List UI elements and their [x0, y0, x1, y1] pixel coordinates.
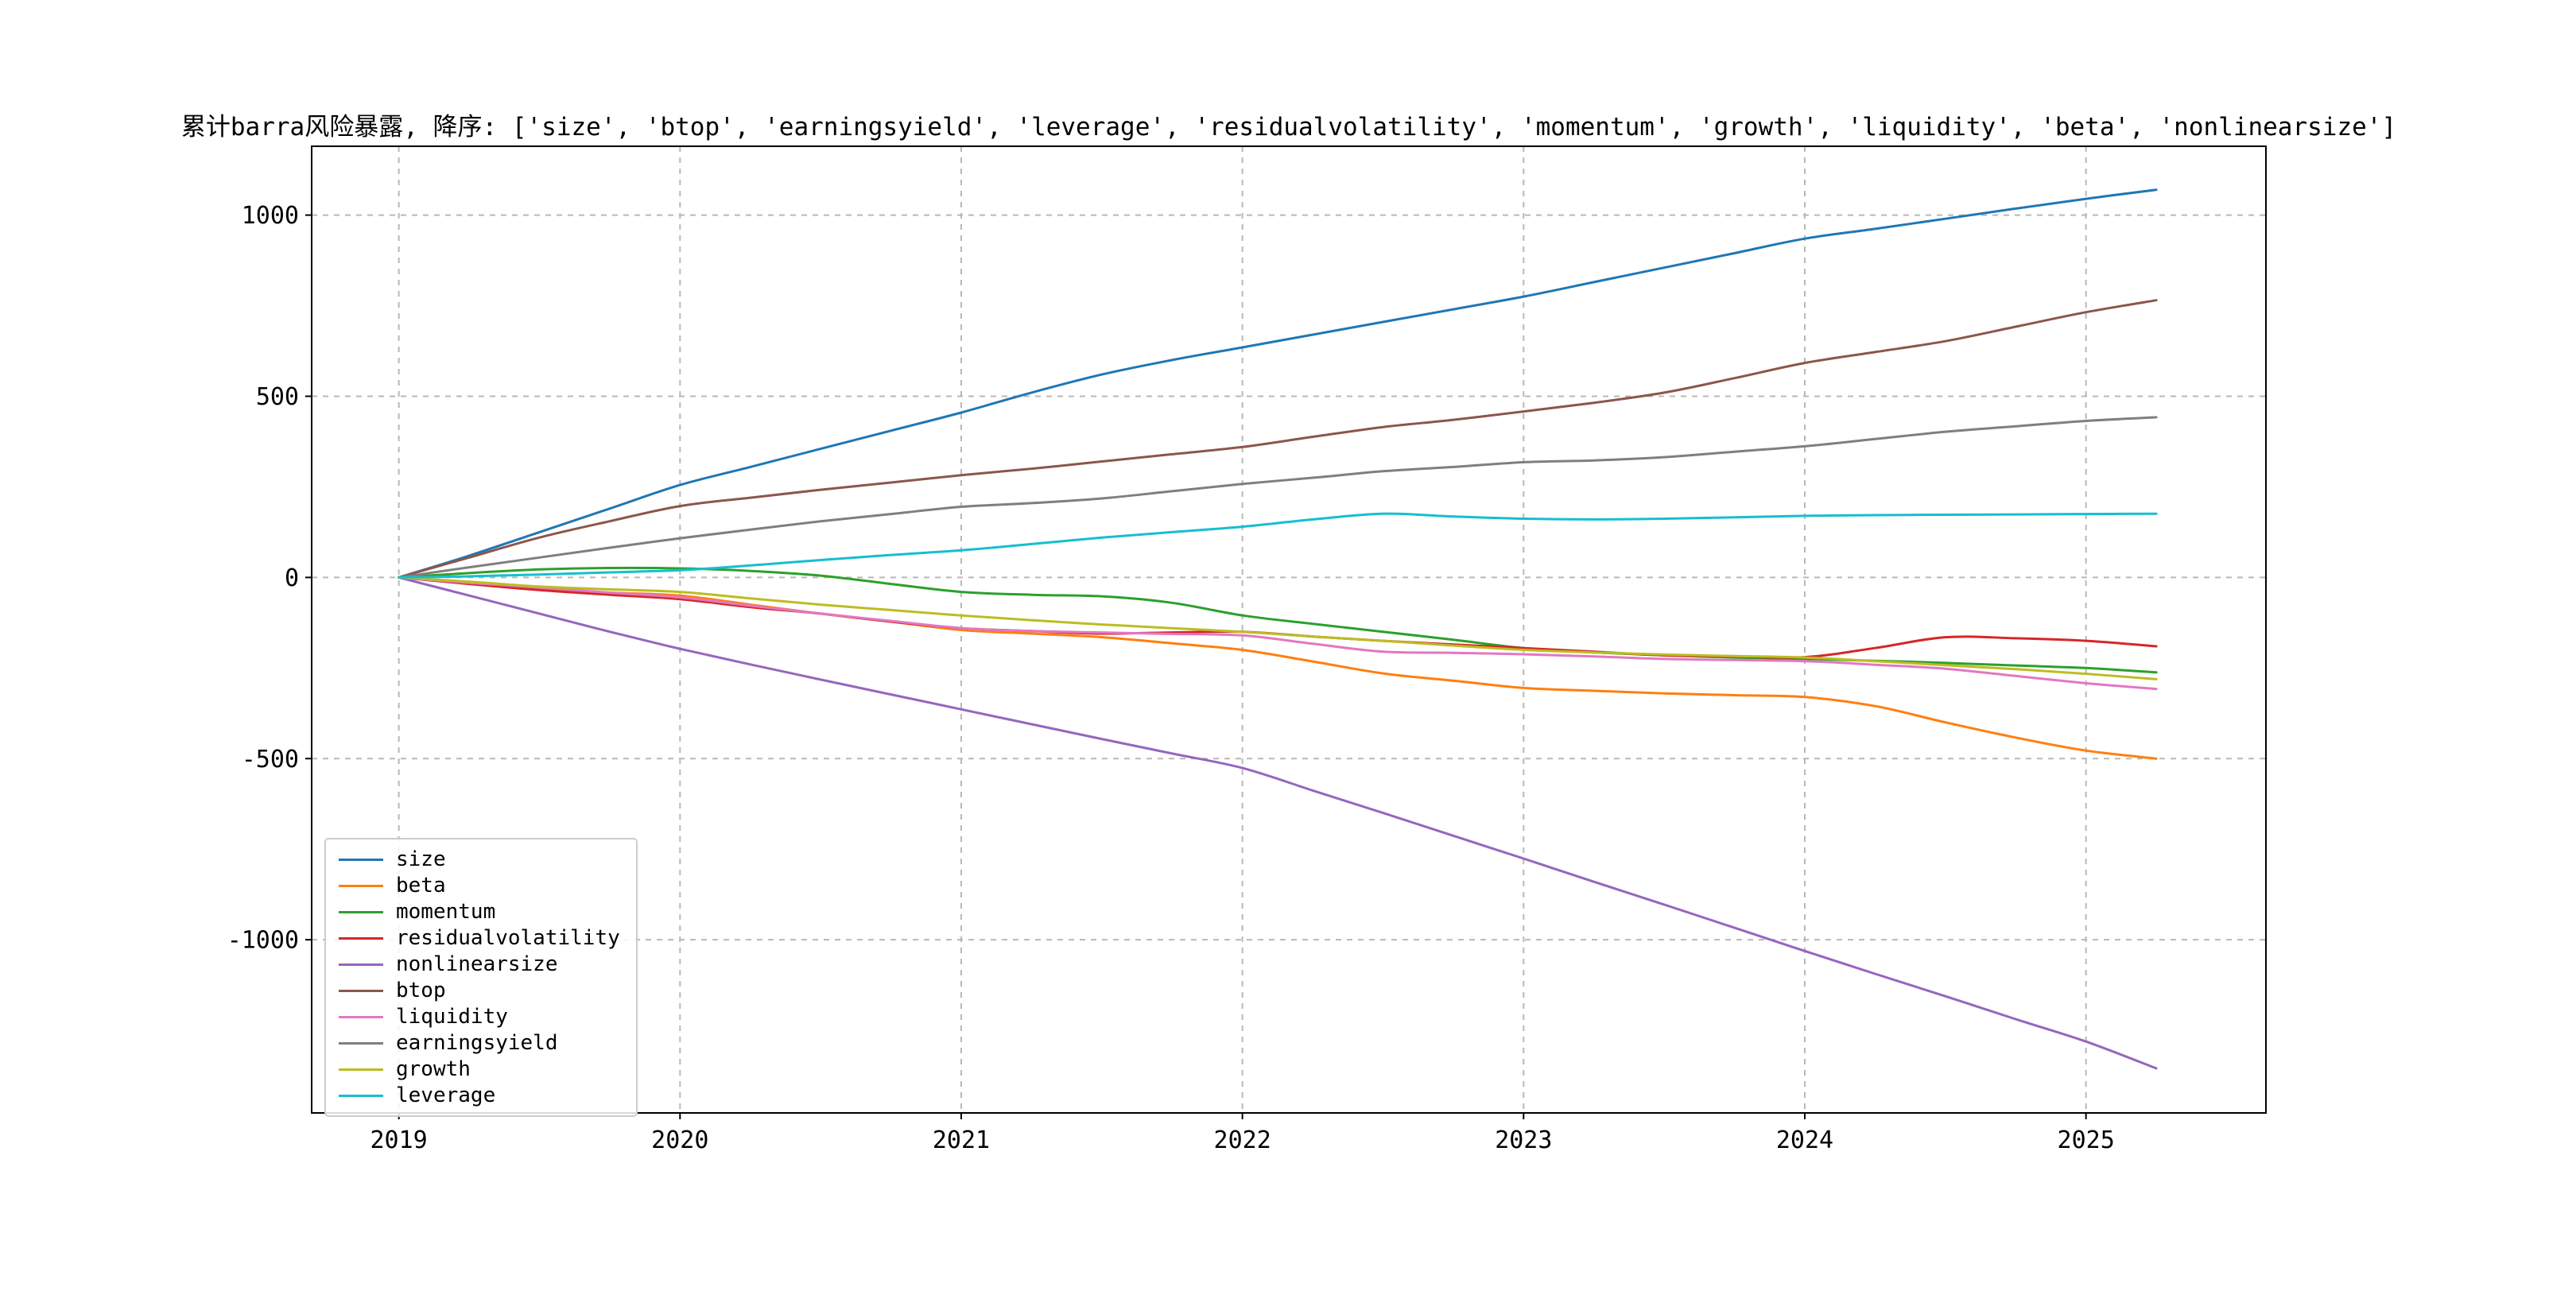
series-line-beta	[398, 576, 2158, 760]
series-lines	[398, 188, 2158, 1070]
y-tick-label: 500	[256, 383, 299, 411]
legend-label: nonlinearsize	[396, 952, 558, 976]
gridlines	[312, 146, 2266, 1113]
x-tick-label: 2025	[2058, 1126, 2115, 1154]
legend-item-leverage: leverage	[339, 1085, 620, 1106]
axis-tick-labels: 2019 2020 2021 2022 2023 2024 2025 -1000 -500 0 50…	[227, 202, 2115, 1154]
series-line-earningsyield	[398, 416, 2158, 579]
legend-swatch	[339, 884, 383, 887]
legend-swatch	[339, 858, 383, 861]
legend-item-btop: btop	[339, 980, 620, 1001]
legend-label: momentum	[396, 900, 496, 924]
legend-item-earningsyield: earningsyield	[339, 1033, 620, 1053]
legend-swatch	[339, 1068, 383, 1071]
x-tick-label: 2022	[1214, 1126, 1271, 1154]
legend-swatch	[339, 936, 383, 940]
series-line-nonlinearsize	[398, 576, 2158, 1070]
chart-title: 累计barra风险暴露, 降序: ['size', 'btop', 'earni…	[181, 113, 2396, 142]
series-line-momentum	[398, 566, 2158, 674]
legend: size beta momentum residualvolatility nonlin…	[324, 838, 638, 1117]
legend-swatch	[339, 1015, 383, 1018]
x-tick-label: 2021	[933, 1126, 990, 1154]
y-tick-label: -500	[242, 746, 299, 773]
legend-label: size	[396, 847, 446, 871]
legend-item-liquidity: liquidity	[339, 1006, 620, 1027]
legend-swatch	[339, 989, 383, 992]
legend-item-nonlinearsize: nonlinearsize	[339, 954, 620, 975]
legend-item-beta: beta	[339, 875, 620, 896]
series-line-btop	[398, 299, 2158, 579]
series-line-leverage	[398, 512, 2158, 579]
legend-swatch	[339, 1041, 383, 1045]
legend-label: leverage	[396, 1084, 496, 1107]
y-tick-label: -1000	[227, 927, 299, 955]
legend-swatch	[339, 963, 383, 966]
legend-label: liquidity	[396, 1005, 508, 1029]
legend-label: earningsyield	[396, 1031, 558, 1055]
legend-label: btop	[396, 979, 446, 1002]
legend-item-growth: growth	[339, 1059, 620, 1080]
legend-item-size: size	[339, 849, 620, 870]
legend-label: beta	[396, 874, 446, 897]
plot-border	[311, 145, 2267, 1114]
legend-item-momentum: momentum	[339, 901, 620, 922]
legend-label: residualvolatility	[396, 926, 620, 950]
x-tick-label: 2020	[651, 1126, 708, 1154]
legend-item-residualvolatility: residualvolatility	[339, 928, 620, 948]
x-tick-label: 2019	[370, 1126, 428, 1154]
series-line-size	[398, 188, 2158, 579]
legend-swatch	[339, 1094, 383, 1097]
y-tick-label: 0	[285, 564, 299, 592]
legend-label: growth	[396, 1057, 471, 1081]
x-tick-label: 2024	[1776, 1126, 1833, 1154]
y-tick-label: 1000	[242, 202, 299, 230]
legend-swatch	[339, 910, 383, 913]
series-line-growth	[398, 576, 2158, 680]
series-line-liquidity	[398, 576, 2158, 691]
x-tick-label: 2023	[1495, 1126, 1552, 1154]
